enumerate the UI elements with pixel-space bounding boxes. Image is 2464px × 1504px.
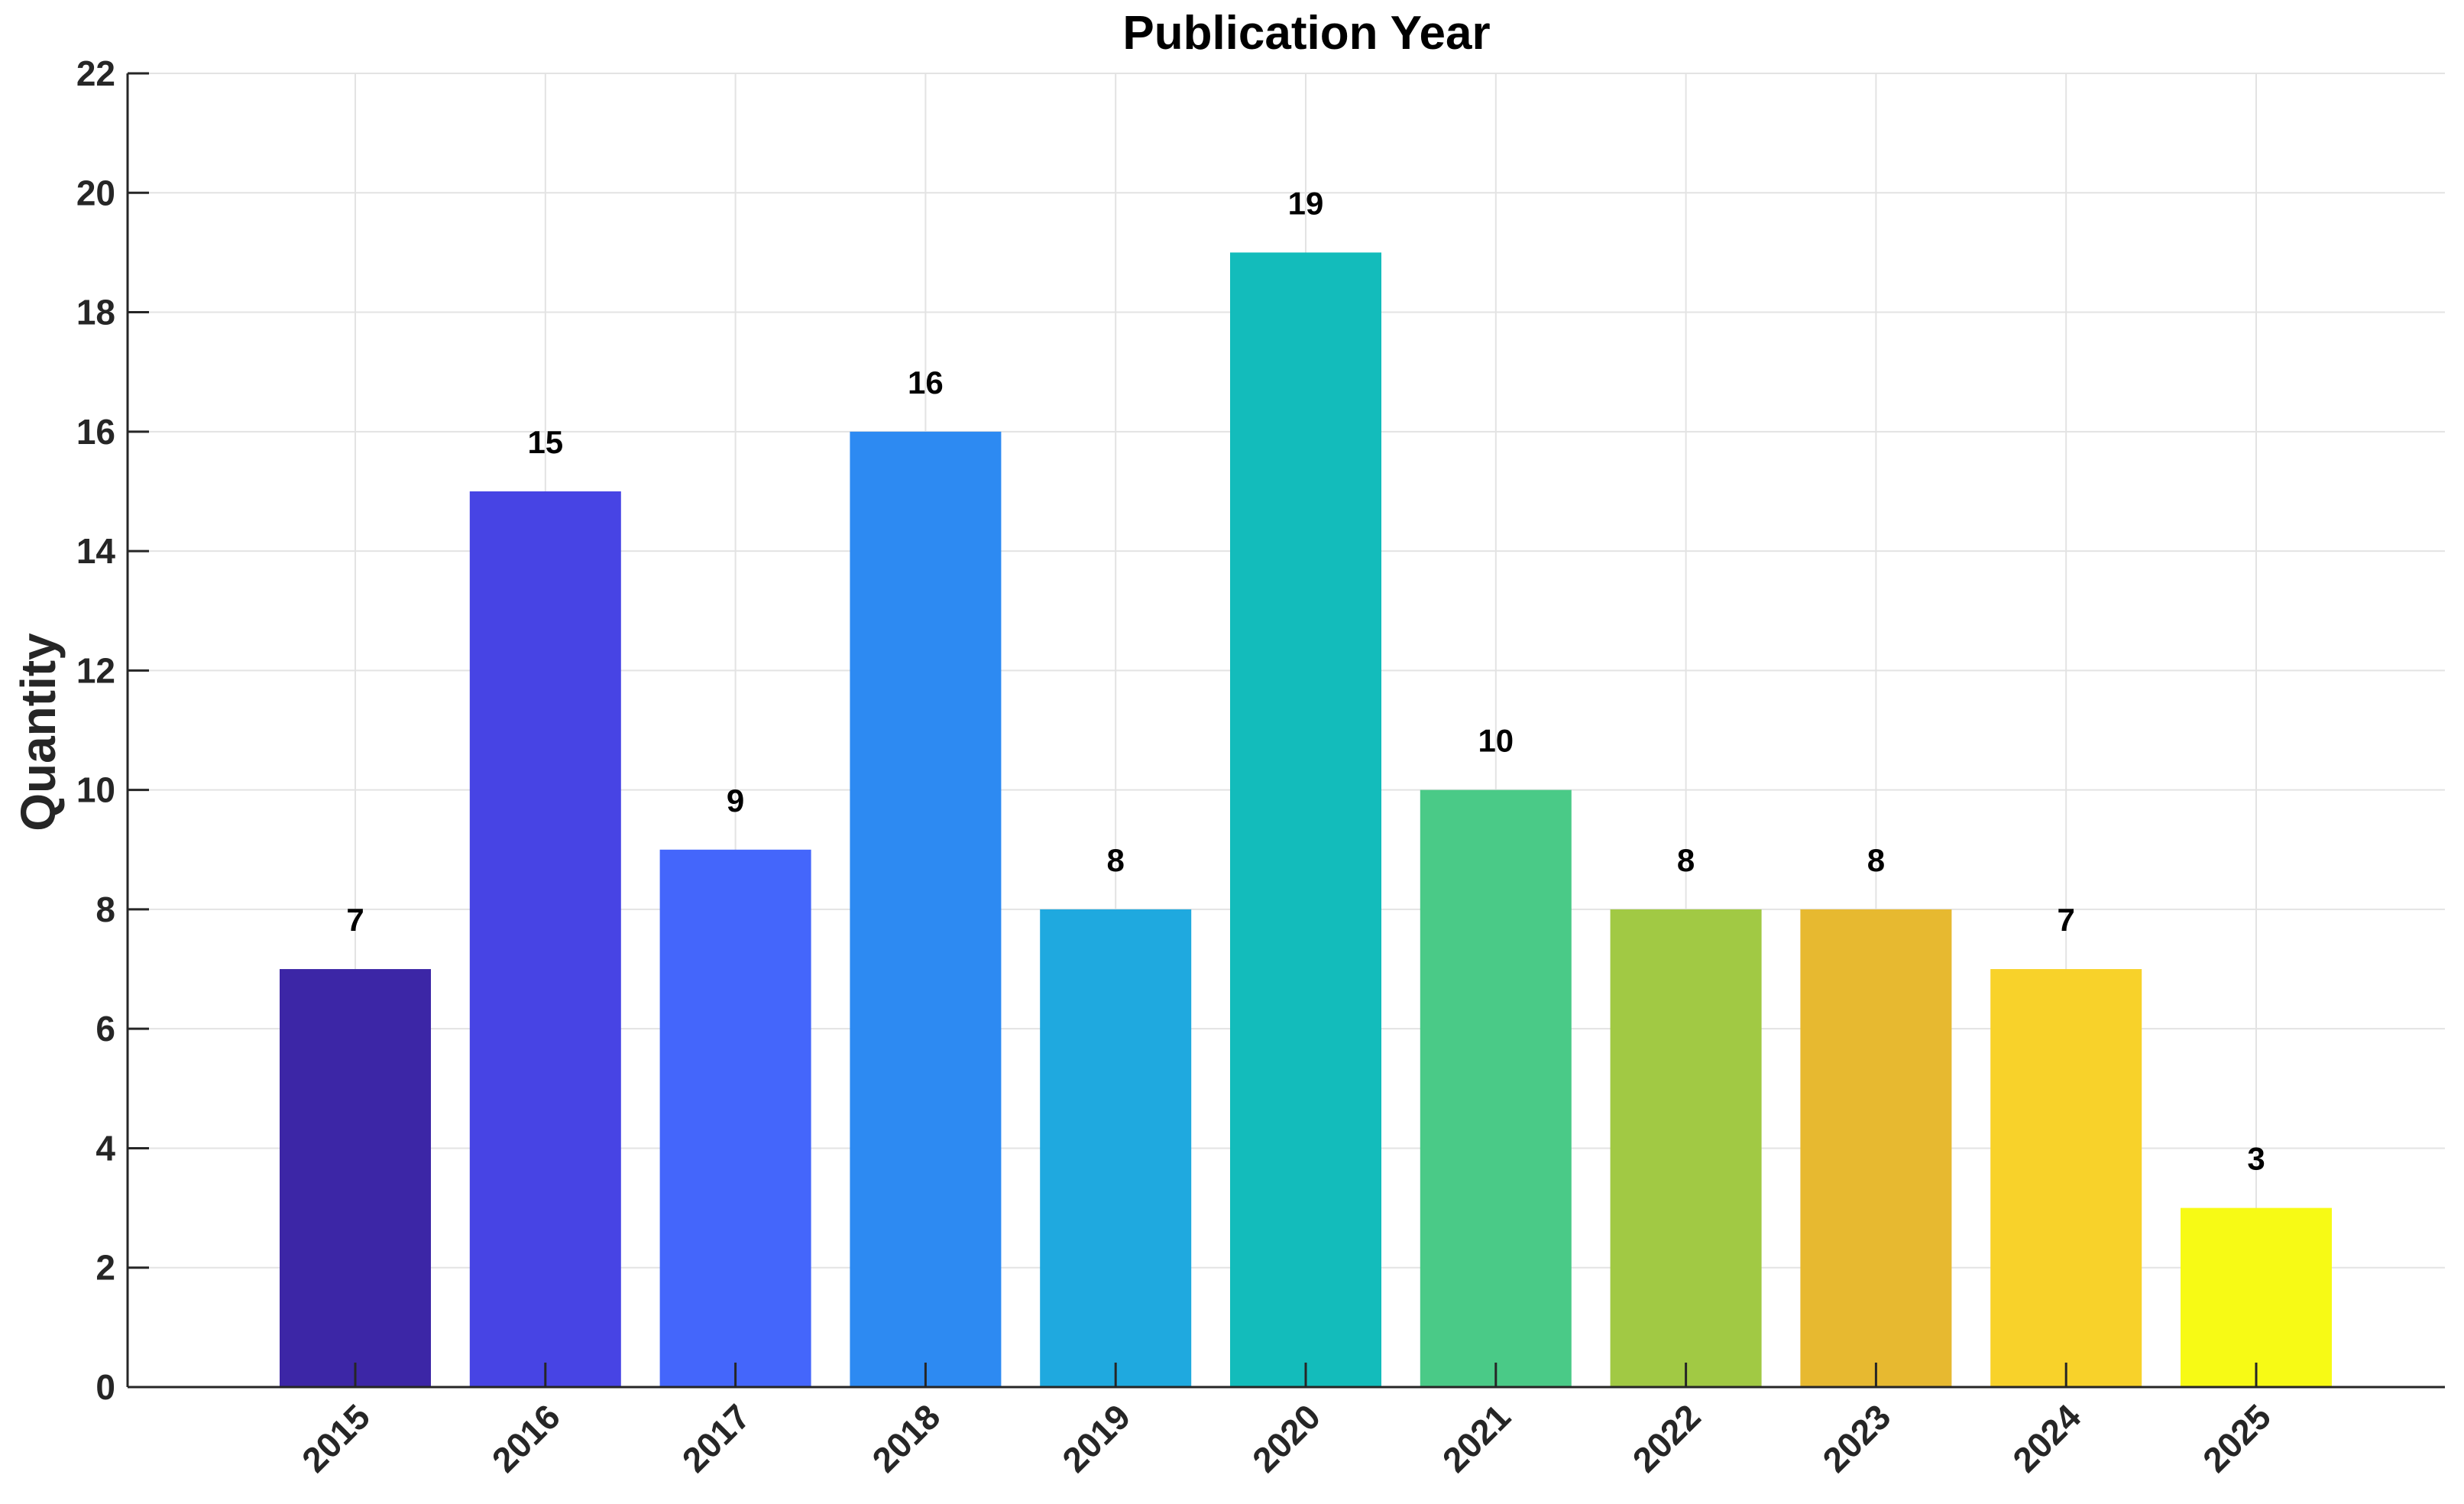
y-tick-label: 20: [76, 173, 115, 212]
bar-2018: [850, 431, 1002, 1388]
data-label-2015: 7: [346, 902, 364, 938]
x-tick-label-2022: 2022: [1625, 1396, 1708, 1480]
chart-title: Publication Year: [1122, 7, 1490, 60]
y-tick-label: 2: [96, 1248, 115, 1288]
x-tick-label-2017: 2017: [675, 1396, 758, 1480]
x-tick-label-2018: 2018: [864, 1396, 947, 1480]
labels-layer: 0246810121416182022720151520169201716201…: [76, 53, 2278, 1480]
y-axis-label: Quantity: [11, 633, 66, 831]
bar-2022: [1610, 909, 1762, 1387]
y-tick-label: 6: [96, 1009, 115, 1049]
y-tick-label: 4: [96, 1128, 115, 1168]
bar-2015: [280, 969, 431, 1387]
x-tick-label-2015: 2015: [294, 1396, 377, 1480]
bar-2023: [1800, 909, 1952, 1387]
y-tick-label: 8: [96, 890, 115, 929]
data-label-2018: 16: [908, 365, 944, 400]
y-tick-label: 0: [96, 1367, 115, 1407]
x-tick-label-2024: 2024: [2005, 1396, 2088, 1480]
y-tick-label: 12: [76, 650, 115, 690]
bar-2016: [469, 491, 621, 1387]
data-label-2025: 3: [2247, 1141, 2265, 1177]
data-label-2017: 9: [727, 783, 744, 818]
bar-2020: [1230, 252, 1381, 1388]
y-tick-label: 16: [76, 412, 115, 452]
data-label-2024: 7: [2058, 902, 2075, 938]
y-tick-label: 18: [76, 293, 115, 332]
bars-layer: [280, 252, 2332, 1388]
bar-2021: [1420, 789, 1572, 1387]
data-label-2023: 8: [1867, 842, 1885, 878]
x-tick-label-2025: 2025: [2195, 1396, 2278, 1480]
x-tick-label-2023: 2023: [1815, 1396, 1898, 1480]
y-tick-label: 22: [76, 53, 115, 93]
y-tick-label: 14: [76, 531, 116, 571]
x-tick-label-2020: 2020: [1245, 1396, 1328, 1480]
bar-2019: [1040, 909, 1192, 1387]
data-label-2022: 8: [1677, 842, 1695, 878]
x-tick-label-2016: 2016: [484, 1396, 568, 1480]
data-label-2016: 15: [527, 424, 563, 460]
data-label-2020: 19: [1288, 185, 1324, 221]
axes-layer: [126, 72, 2445, 1389]
bar-2025: [2181, 1207, 2332, 1387]
data-label-2021: 10: [1478, 723, 1514, 759]
x-tick-label-2019: 2019: [1054, 1396, 1138, 1480]
y-tick-label: 10: [76, 770, 115, 810]
x-tick-label-2021: 2021: [1435, 1396, 1518, 1480]
bar-2017: [659, 849, 811, 1387]
data-label-2019: 8: [1107, 842, 1125, 878]
bar-2024: [1990, 969, 2142, 1387]
